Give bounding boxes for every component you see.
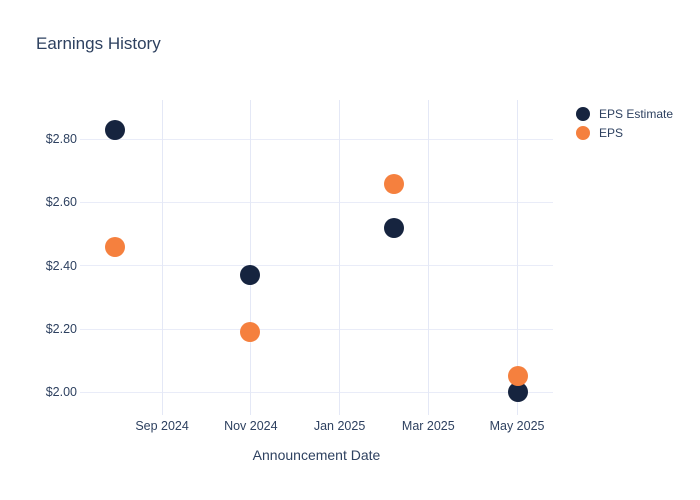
x-gridline bbox=[250, 100, 252, 410]
marker-eps-1[interactable] bbox=[239, 322, 260, 343]
x-tick-label: Jan 2025 bbox=[313, 419, 366, 433]
y-gridline bbox=[80, 265, 553, 267]
marker-eps-estimate-3[interactable] bbox=[507, 382, 528, 403]
marker-eps-estimate-1[interactable] bbox=[239, 265, 260, 286]
marker-eps-estimate-0[interactable] bbox=[105, 119, 126, 140]
x-gridline bbox=[427, 100, 429, 410]
y-tick-label: $2.40 bbox=[45, 258, 77, 273]
x-tick-mark bbox=[161, 410, 163, 415]
x-tick-label: Mar 2025 bbox=[401, 419, 455, 433]
y-gridline bbox=[80, 138, 553, 140]
x-tick-label: Sep 2024 bbox=[135, 419, 189, 433]
marker-eps-3[interactable] bbox=[507, 366, 528, 387]
y-tick-label: $2.60 bbox=[45, 195, 77, 210]
x-tick-label: May 2025 bbox=[489, 419, 545, 433]
y-tick-label: $2.20 bbox=[45, 322, 77, 337]
chart-title: Earnings History bbox=[36, 34, 161, 53]
legend-swatch-eps-estimate bbox=[576, 106, 590, 121]
x-tick-label: Nov 2024 bbox=[224, 419, 278, 433]
y-gridline bbox=[80, 201, 553, 203]
legend-item-eps[interactable]: EPS bbox=[576, 125, 673, 140]
y-gridline bbox=[80, 391, 553, 393]
y-tick-label: $2.80 bbox=[45, 132, 77, 147]
x-tick-mark bbox=[516, 410, 518, 415]
marker-eps-2[interactable] bbox=[384, 173, 405, 194]
x-tick-mark bbox=[339, 410, 341, 415]
legend-item-eps-estimate[interactable]: EPS Estimate bbox=[576, 106, 673, 121]
legend-label-eps-estimate: EPS Estimate bbox=[599, 106, 674, 121]
x-gridline bbox=[161, 100, 163, 410]
legend-label-eps: EPS bbox=[599, 125, 624, 140]
marker-eps-estimate-2[interactable] bbox=[384, 217, 405, 238]
legend-swatch-eps bbox=[576, 125, 590, 140]
y-gridline bbox=[80, 328, 553, 330]
y-tick-label: $2.00 bbox=[45, 385, 77, 400]
legend: EPS Estimate EPS bbox=[576, 106, 673, 144]
x-tick-mark bbox=[427, 410, 429, 415]
x-tick-mark bbox=[250, 410, 252, 415]
x-gridline bbox=[339, 100, 341, 410]
x-axis-title: Announcement Date bbox=[252, 447, 381, 463]
x-gridline bbox=[516, 100, 518, 410]
marker-eps-0[interactable] bbox=[105, 236, 126, 257]
